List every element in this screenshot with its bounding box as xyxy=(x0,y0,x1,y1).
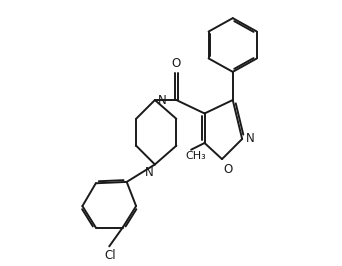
Text: O: O xyxy=(223,163,233,176)
Text: O: O xyxy=(172,57,181,70)
Text: N: N xyxy=(145,166,154,179)
Text: CH₃: CH₃ xyxy=(186,151,207,161)
Text: N: N xyxy=(246,132,254,146)
Text: N: N xyxy=(158,94,166,106)
Text: Cl: Cl xyxy=(105,249,116,262)
